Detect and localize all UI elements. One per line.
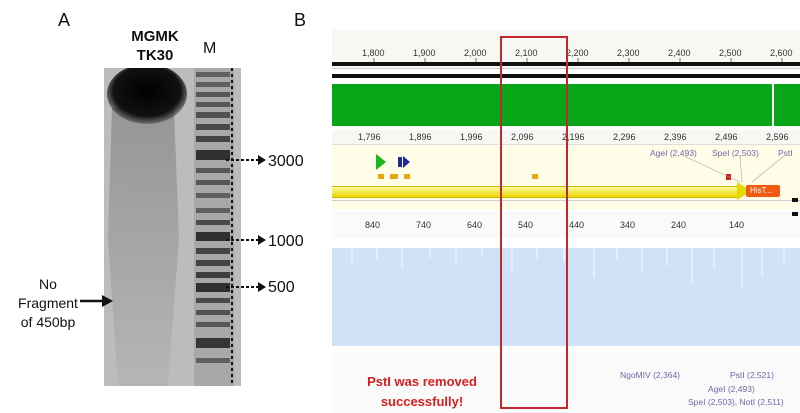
top-tick-5: 2,200 (566, 48, 589, 58)
feature-graphics (376, 154, 785, 183)
top-tick-3: 2,000 (464, 48, 487, 58)
mid-tick-4: 2,096 (511, 132, 534, 142)
top-tick-9: 2,600 (770, 48, 793, 58)
rev-tick-8: 140 (729, 220, 745, 230)
top-tick-7: 2,400 (668, 48, 691, 58)
track-marker (772, 84, 774, 126)
site-psti-bottom[interactable]: PstI (2,521) (730, 370, 774, 380)
top-tick-6: 2,300 (617, 48, 640, 58)
feature-hist[interactable]: HisT... (746, 185, 780, 197)
rev-tick-2: 740 (416, 220, 432, 230)
mid-tick-5: 2,196 (562, 132, 585, 142)
mid-tick-6: 2,296 (613, 132, 636, 142)
mid-tick-3: 1,996 (460, 132, 483, 142)
site-ngomiv-bottom[interactable]: NgoMIV (2,364) (620, 370, 680, 380)
panel-a-label: A (58, 10, 71, 30)
annotation-end-mark (792, 198, 798, 202)
removed-message: PstI was removed successfully! (352, 372, 492, 412)
panel-b-label: B (294, 10, 307, 30)
rev-tick-3: 640 (467, 220, 483, 230)
gel-lane-label: MGMK TK30 (120, 27, 190, 65)
mid-tick-7: 2,396 (664, 132, 687, 142)
rev-end-mark (792, 212, 798, 216)
note-line-2: Fragment (18, 295, 78, 311)
no-fragment-arrow-icon (80, 295, 113, 307)
site-psti-top[interactable]: PstI (778, 148, 793, 158)
feature-arrow-body[interactable] (332, 186, 737, 198)
site-agei-top[interactable]: AgeI (2,493) (650, 148, 697, 158)
site-spei-top[interactable]: SpeI (2,503) (712, 148, 759, 158)
mid-tick-9: 2,596 (766, 132, 789, 142)
gel-lane-label-line-1: MGMK (131, 28, 179, 45)
top-tick-1: 1,800 (362, 48, 385, 58)
removed-message-line-1: PstI was removed (367, 374, 477, 389)
no-fragment-note: No Fragment of 450bp (8, 275, 88, 332)
rev-tick-5: 440 (569, 220, 585, 230)
top-tick-2: 1,900 (413, 48, 436, 58)
note-line-3: of 450bp (20, 314, 76, 330)
mid-tick-1: 1,796 (358, 132, 381, 142)
gel-lane-label-line-2: TK30 (136, 47, 174, 64)
top-tick-4: 2,100 (515, 48, 538, 58)
size-label-1000: 1000 (268, 233, 304, 250)
marker-label: M (203, 40, 217, 57)
mid-tick-2: 1,896 (409, 132, 432, 142)
rev-tick-1: 840 (365, 220, 381, 230)
highlight-box (500, 36, 568, 409)
rev-tick-7: 240 (671, 220, 687, 230)
feature-hist-label: HisT... (750, 186, 773, 195)
site-agei-bottom[interactable]: AgeI (2,493) (708, 384, 755, 394)
size-label-500: 500 (268, 279, 295, 296)
gel-image (104, 68, 241, 386)
rev-tick-4: 540 (518, 220, 534, 230)
site-spei-noti-bottom[interactable]: SpeI (2,503), NotI (2,511) (688, 397, 784, 407)
feature-arrow-head-icon (737, 182, 751, 200)
marker-arrows (226, 155, 266, 292)
top-tick-8: 2,500 (719, 48, 742, 58)
rev-tick-6: 340 (620, 220, 636, 230)
note-line-1: No (39, 276, 57, 292)
mid-tick-8: 2,496 (715, 132, 738, 142)
gel-bands (104, 68, 241, 386)
size-label-3000: 3000 (268, 153, 304, 170)
removed-message-line-2: successfully! (380, 394, 464, 409)
